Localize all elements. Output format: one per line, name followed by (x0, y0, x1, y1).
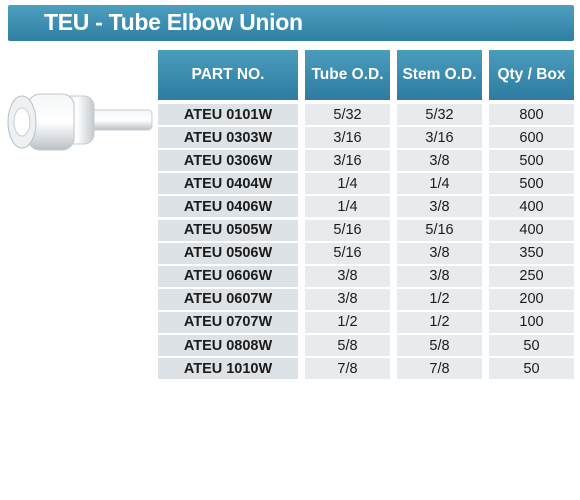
table-cell: 5/8 (305, 335, 390, 357)
part-number: ATEU 0101W (158, 104, 298, 126)
part-number: ATEU 0707W (158, 311, 298, 333)
table-cell: 3/16 (305, 150, 390, 172)
part-number: ATEU 0607W (158, 288, 298, 310)
table-cell: 1/4 (397, 173, 482, 195)
table-cell: 600 (489, 127, 574, 149)
part-number: ATEU 0306W (158, 150, 298, 172)
table-cell: 7/8 (305, 358, 390, 380)
header-cell: PART NO. (158, 50, 298, 100)
table-cell: 5/16 (305, 242, 390, 264)
table-cell: 5/16 (305, 219, 390, 241)
table-cell: 500 (489, 173, 574, 195)
table-cell: 5/32 (397, 104, 482, 126)
table-cell: 400 (489, 219, 574, 241)
part-number: ATEU 0506W (158, 242, 298, 264)
table-cell: 1/2 (397, 311, 482, 333)
table-cell: 3/8 (397, 265, 482, 287)
table-cell: 200 (489, 288, 574, 310)
table-cell: 350 (489, 242, 574, 264)
table-cell: 5/16 (397, 219, 482, 241)
fitting-image (7, 93, 153, 151)
table-cell: 800 (489, 104, 574, 126)
part-number: ATEU 0406W (158, 196, 298, 218)
table-cell: 3/8 (397, 150, 482, 172)
table-cell: 3/8 (397, 242, 482, 264)
table-cell: 1/4 (305, 196, 390, 218)
table-cell: 5/32 (305, 104, 390, 126)
title: TEU - Tube Elbow Union (44, 9, 303, 35)
table-cell: 250 (489, 265, 574, 287)
table-cell: 50 (489, 335, 574, 357)
table-cell: 100 (489, 311, 574, 333)
table-cell: 5/8 (397, 335, 482, 357)
part-number: ATEU 0808W (158, 335, 298, 357)
table-cell: 3/8 (397, 196, 482, 218)
part-number: ATEU 0303W (158, 127, 298, 149)
table-cell: 1/2 (305, 311, 390, 333)
header-cell: Tube O.D. (305, 50, 390, 100)
part-number: ATEU 0606W (158, 265, 298, 287)
table-cell: 1/4 (305, 173, 390, 195)
part-number: ATEU 1010W (158, 358, 298, 380)
part-number: ATEU 0505W (158, 219, 298, 241)
header-cell: Qty / Box (489, 50, 574, 100)
table-cell: 3/16 (397, 127, 482, 149)
title-bar: TEU - Tube Elbow Union (8, 5, 574, 41)
table-cell: 1/2 (397, 288, 482, 310)
table-cell: 400 (489, 196, 574, 218)
table-cell: 3/16 (305, 127, 390, 149)
table-cell: 50 (489, 358, 574, 380)
part-number: ATEU 0404W (158, 173, 298, 195)
table-cell: 3/8 (305, 288, 390, 310)
table-cell: 500 (489, 150, 574, 172)
table-cell: 3/8 (305, 265, 390, 287)
table-cell: 7/8 (397, 358, 482, 380)
header-cell: Stem O.D. (397, 50, 482, 100)
